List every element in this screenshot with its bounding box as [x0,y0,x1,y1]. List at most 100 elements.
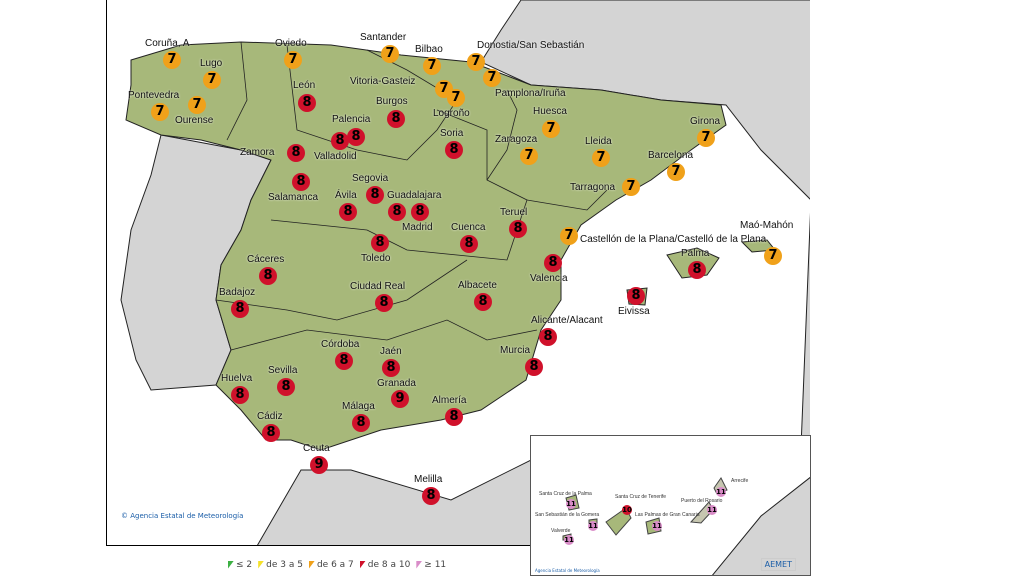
legend-item: de 8 a 10 [359,560,411,570]
uv-marker[interactable]: 8 [460,235,478,253]
uv-marker[interactable]: 7 [560,227,578,245]
uv-marker[interactable]: 8 [259,267,277,285]
uv-marker[interactable]: 7 [423,57,441,75]
uv-marker[interactable]: 9 [391,390,409,408]
canarias-label: Puerto del Rosario [681,498,723,504]
legend-swatch [359,560,366,569]
uv-marker[interactable]: 8 [292,173,310,191]
uv-marker[interactable]: 8 [231,386,249,404]
canarias-label: Arrecife [731,478,749,484]
uv-marker[interactable]: 11 [566,499,576,509]
uv-marker[interactable]: 7 [483,69,501,87]
uv-marker[interactable]: 7 [203,71,221,89]
uv-marker[interactable]: 8 [627,287,645,305]
uv-marker[interactable]: 8 [277,378,295,396]
canarias-shapes [562,476,810,575]
uv-marker[interactable]: 11 [707,505,717,515]
uv-marker[interactable]: 8 [688,261,706,279]
uv-marker[interactable]: 7 [520,147,538,165]
uv-marker[interactable]: 7 [542,120,560,138]
legend-swatch [416,560,423,569]
uv-marker[interactable]: 7 [764,247,782,265]
city-label: Palma [681,248,710,259]
inset-copyright: Agencia Estatal de Meteorología [535,568,600,573]
uv-marker[interactable]: 11 [564,535,574,545]
uv-marker[interactable]: 8 [366,186,384,204]
city-label: Santander [360,32,407,43]
uv-marker[interactable]: 11 [716,487,726,497]
uv-marker[interactable]: 8 [509,220,527,238]
region-borders [215,41,608,351]
aemet-logo: AEMET [760,558,796,571]
uv-marker[interactable]: 8 [347,128,365,146]
city-label: Zaragoza [495,134,538,145]
uv-marker[interactable]: 8 [474,293,492,311]
legend-swatch [228,560,234,569]
city-label: Valladolid [314,151,357,162]
uv-marker[interactable]: 8 [544,254,562,272]
uv-marker[interactable]: 7 [592,149,610,167]
uv-marker[interactable]: 7 [622,178,640,196]
city-label: Donostia/San Sebastián [477,40,585,51]
uv-marker[interactable]: 10 [622,505,632,515]
uv-marker[interactable]: 8 [335,352,353,370]
uv-marker[interactable]: 8 [331,132,349,150]
legend-item: de 3 a 5 [258,560,303,570]
uv-marker[interactable]: 8 [411,203,429,221]
uv-marker[interactable]: 8 [387,110,405,128]
uv-marker[interactable]: 8 [539,328,557,346]
city-label: Cuenca [451,222,486,233]
legend-item: de 6 a 7 [308,560,354,570]
city-label: Granada [377,378,416,389]
city-label: Huesca [533,106,567,117]
legend-label: ≥ 11 [424,560,447,570]
uv-marker[interactable]: 8 [422,487,440,505]
uv-marker[interactable]: 11 [652,521,662,531]
uv-marker[interactable]: 8 [445,141,463,159]
city-label: Córdoba [321,339,360,350]
uv-marker[interactable]: 8 [352,414,370,432]
city-label: Segovia [352,173,389,184]
uv-marker[interactable]: 8 [371,234,389,252]
uv-marker[interactable]: 8 [388,203,406,221]
uv-marker[interactable]: 8 [298,94,316,112]
city-label: Albacete [458,280,497,291]
city-label: Zamora [240,147,275,158]
city-label: Badajoz [219,287,256,298]
uv-marker[interactable]: 7 [467,53,485,71]
uv-marker[interactable]: 7 [284,51,302,69]
uv-marker[interactable]: 7 [188,96,206,114]
uv-marker[interactable]: 8 [525,358,543,376]
legend: ≤ 2 de 3 a 5 de 6 a 7 de 8 a 10 ≥ 11 [228,560,446,570]
uv-marker[interactable]: 7 [667,163,685,181]
uv-marker[interactable]: 7 [381,45,399,63]
city-label: Jaén [380,346,402,357]
uv-marker[interactable]: 7 [697,129,715,147]
legend-label: de 8 a 10 [367,560,411,570]
city-label: Pamplona/Iruña [495,88,566,99]
city-label: Almería [432,395,467,406]
canarias-label: Las Palmas de Gran Canaria [635,512,700,518]
uv-marker[interactable]: 8 [382,359,400,377]
uv-marker[interactable]: 11 [588,521,598,531]
city-label: Toledo [361,253,391,264]
uv-marker[interactable]: 7 [151,103,169,121]
uv-marker[interactable]: 8 [339,203,357,221]
city-label: León [293,80,316,91]
city-label: Lleida [585,136,612,147]
city-label: Soria [440,128,464,139]
city-label: Melilla [414,474,443,485]
city-label: Ávila [335,190,357,201]
uv-marker[interactable]: 7 [163,51,181,69]
city-label: Maó-Mahón [740,220,794,231]
uv-marker[interactable]: 7 [447,89,465,107]
uv-marker[interactable]: 9 [310,456,328,474]
uv-marker[interactable]: 8 [231,300,249,318]
uv-marker[interactable]: 8 [375,294,393,312]
uv-marker[interactable]: 8 [287,144,305,162]
canarias-label: Santa Cruz de la Palma [539,491,592,497]
city-label: Oviedo [275,38,307,49]
uv-marker[interactable]: 8 [262,424,280,442]
city-label: Sevilla [268,365,298,376]
uv-marker[interactable]: 8 [445,408,463,426]
